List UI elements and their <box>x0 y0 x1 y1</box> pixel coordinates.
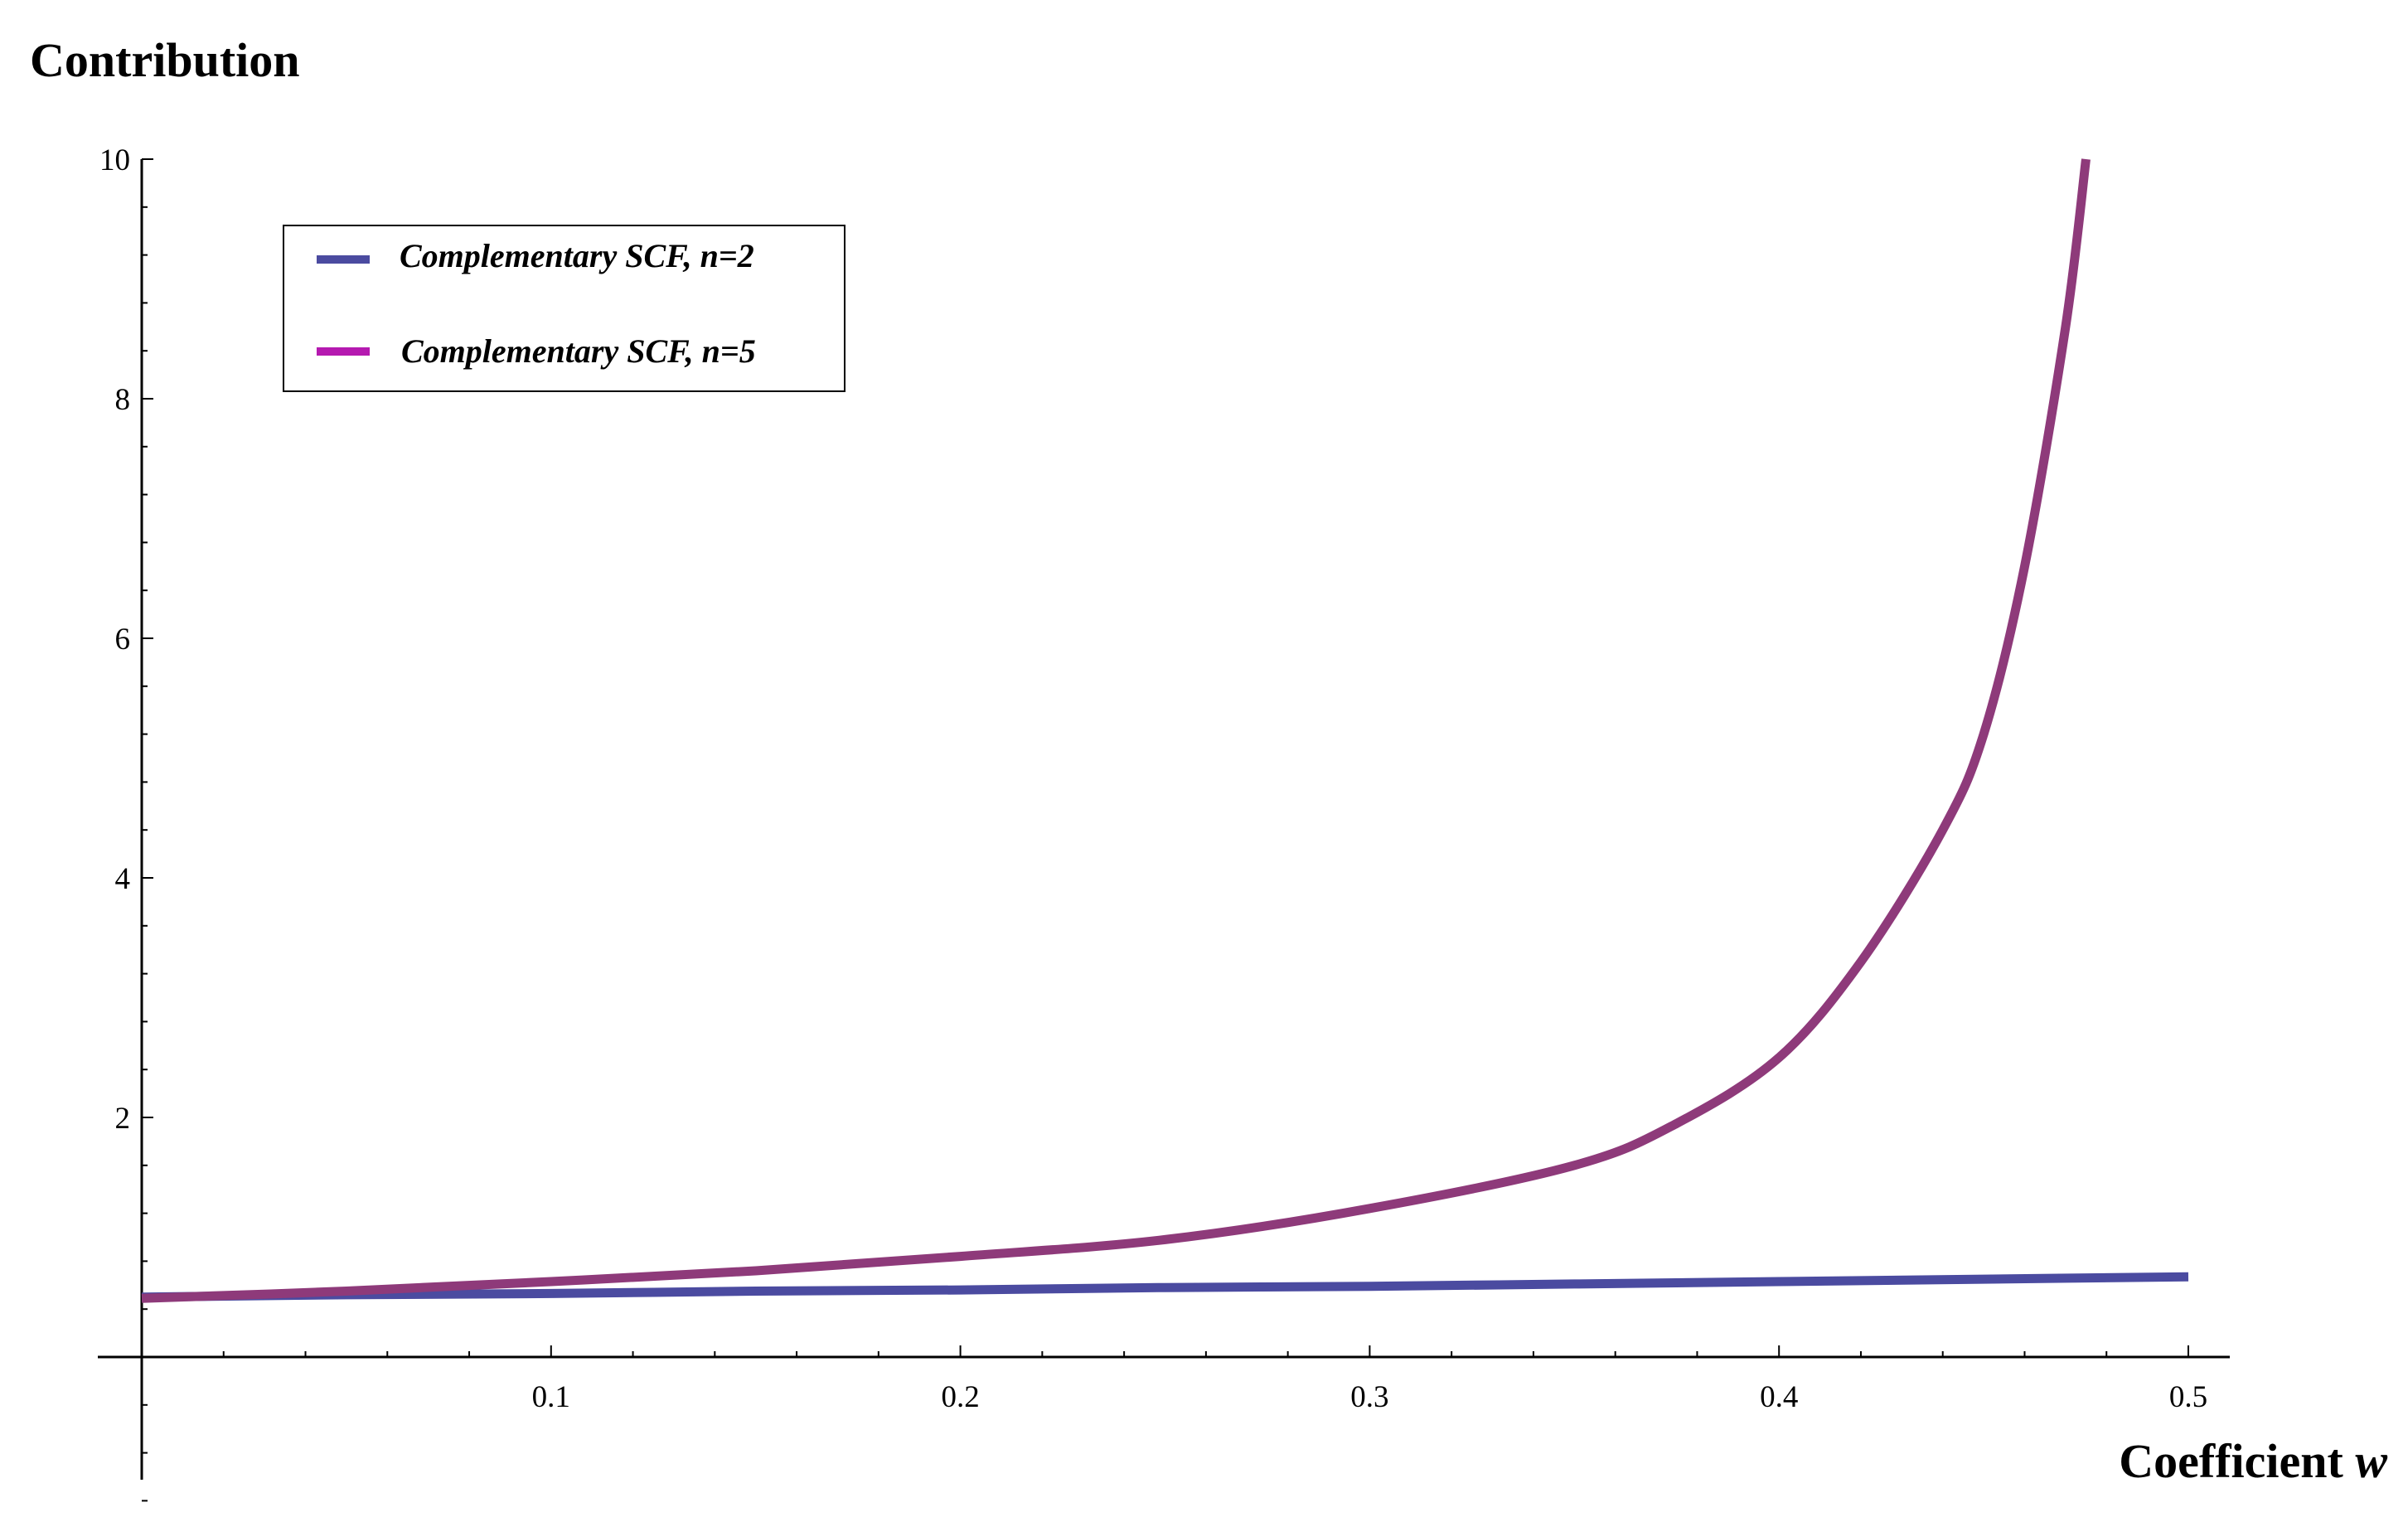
y-tick-label: 8 <box>115 383 131 417</box>
y-tick-label: 6 <box>115 623 131 657</box>
x-tick-label: 0.5 <box>2169 1380 2207 1414</box>
series-line-n5 <box>141 158 2091 1303</box>
y-tick-label: 10 <box>99 143 130 177</box>
axes <box>98 159 2230 1480</box>
legend-label-n2: Complementary SCF, n=2 <box>400 237 754 274</box>
y-tick-label: 2 <box>115 1102 131 1136</box>
x-axis-label: Coefficient w <box>2119 1434 2387 1488</box>
y-tick-label: 4 <box>115 862 131 896</box>
x-tick-label: 0.4 <box>1760 1380 1798 1414</box>
legend-label-n5: Complementary SCF, n=5 <box>401 332 756 370</box>
legend-box <box>283 225 845 392</box>
legend: Complementary SCF, n=2 Complementary SCF… <box>283 225 845 392</box>
x-axis-label-variable: w <box>2355 1434 2387 1488</box>
ticks: 0.1 0.2 0.3 0.4 0.5 2 4 6 8 10 <box>99 143 2207 1502</box>
x-tick-label: 0.1 <box>532 1380 570 1414</box>
series-line-n2 <box>141 1272 2189 1302</box>
y-axis-label: Contribution <box>30 33 300 87</box>
x-tick-label: 0.3 <box>1350 1380 1388 1414</box>
series-layer <box>141 158 2189 1303</box>
x-axis-label-text: Coefficient <box>2119 1434 2343 1488</box>
x-tick-label: 0.2 <box>941 1380 979 1414</box>
